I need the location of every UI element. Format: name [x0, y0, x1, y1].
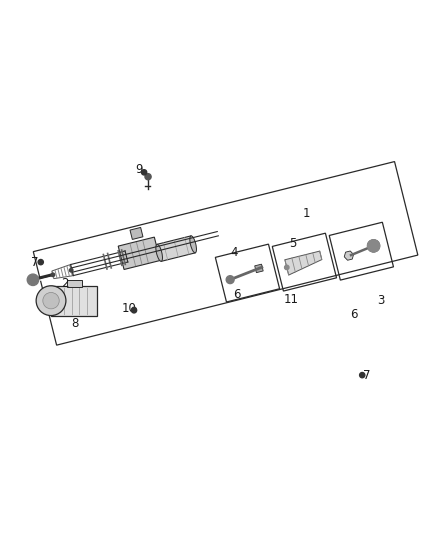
Circle shape [132, 307, 136, 312]
Bar [67, 280, 82, 287]
Text: 5: 5 [289, 237, 296, 250]
Ellipse shape [156, 244, 162, 261]
Polygon shape [344, 251, 353, 260]
Circle shape [145, 174, 151, 180]
Polygon shape [130, 228, 143, 239]
Circle shape [51, 273, 55, 277]
Text: 8: 8 [71, 317, 78, 330]
Text: 10: 10 [122, 302, 137, 315]
FancyBboxPatch shape [52, 286, 97, 316]
Circle shape [38, 260, 43, 265]
Circle shape [226, 276, 234, 284]
Ellipse shape [190, 236, 197, 253]
Circle shape [36, 286, 66, 316]
Text: 2: 2 [61, 277, 69, 289]
Circle shape [27, 274, 39, 286]
Text: 9: 9 [135, 163, 143, 176]
Text: 6: 6 [233, 288, 240, 301]
Text: 7: 7 [363, 369, 371, 382]
Circle shape [70, 269, 73, 272]
Polygon shape [118, 237, 160, 270]
Circle shape [360, 373, 365, 378]
Text: 4: 4 [230, 246, 238, 259]
Text: 11: 11 [283, 293, 298, 306]
Text: 3: 3 [378, 294, 385, 307]
Circle shape [285, 265, 289, 270]
Polygon shape [255, 264, 263, 273]
Text: 1: 1 [303, 207, 311, 220]
Text: 7: 7 [31, 256, 39, 269]
Circle shape [367, 240, 380, 252]
Polygon shape [157, 236, 195, 261]
Text: 6: 6 [350, 308, 358, 321]
Circle shape [367, 240, 380, 252]
Circle shape [131, 308, 137, 313]
Circle shape [141, 169, 147, 175]
Polygon shape [285, 251, 322, 275]
Circle shape [43, 293, 59, 309]
